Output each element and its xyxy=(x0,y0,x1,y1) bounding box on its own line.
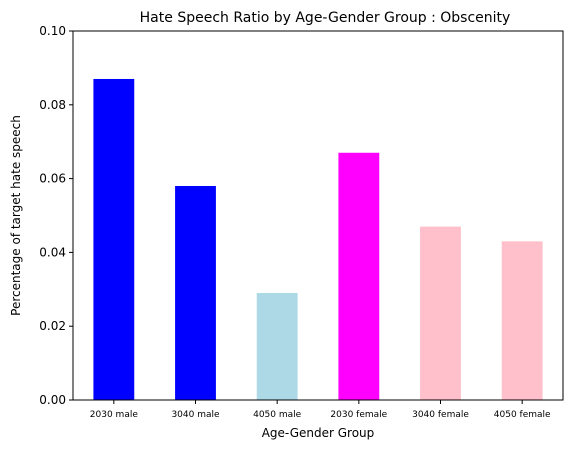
y-tick-label: 0.06 xyxy=(39,172,66,186)
bar-2030-male xyxy=(93,78,135,400)
y-axis-label: Percentage of target hate speech xyxy=(9,115,23,316)
y-axis: 0.00 0.02 0.04 0.06 0.08 0.10 xyxy=(39,24,73,407)
bar-2030-female xyxy=(338,152,380,400)
bar-4050-female xyxy=(501,241,543,400)
x-tick-label: 3040 female xyxy=(412,410,469,420)
y-tick-label: 0.02 xyxy=(39,319,66,333)
x-tick-label: 2030 female xyxy=(330,410,387,420)
y-tick-label: 0.08 xyxy=(39,98,66,112)
x-axis-label: Age-Gender Group xyxy=(262,426,375,440)
x-axis: 2030 male 3040 male 4050 male 2030 female 30… xyxy=(90,400,551,420)
y-tick-label: 0.04 xyxy=(39,245,66,259)
x-tick-label: 3040 male xyxy=(171,410,220,420)
y-tick-label: 0.00 xyxy=(39,393,66,407)
bar-3040-female xyxy=(420,226,461,400)
plot-frame xyxy=(72,30,564,401)
bar-3040-male xyxy=(175,185,216,400)
x-tick-label: 4050 male xyxy=(253,410,302,420)
bar-4050-male xyxy=(256,292,298,400)
x-tick-label: 4050 female xyxy=(494,410,551,420)
x-tick-label: 2030 male xyxy=(90,410,139,420)
bars-group xyxy=(93,78,543,400)
y-tick-label: 0.10 xyxy=(39,24,66,38)
chart-title: Hate Speech Ratio by Age-Gender Group : … xyxy=(140,10,511,26)
